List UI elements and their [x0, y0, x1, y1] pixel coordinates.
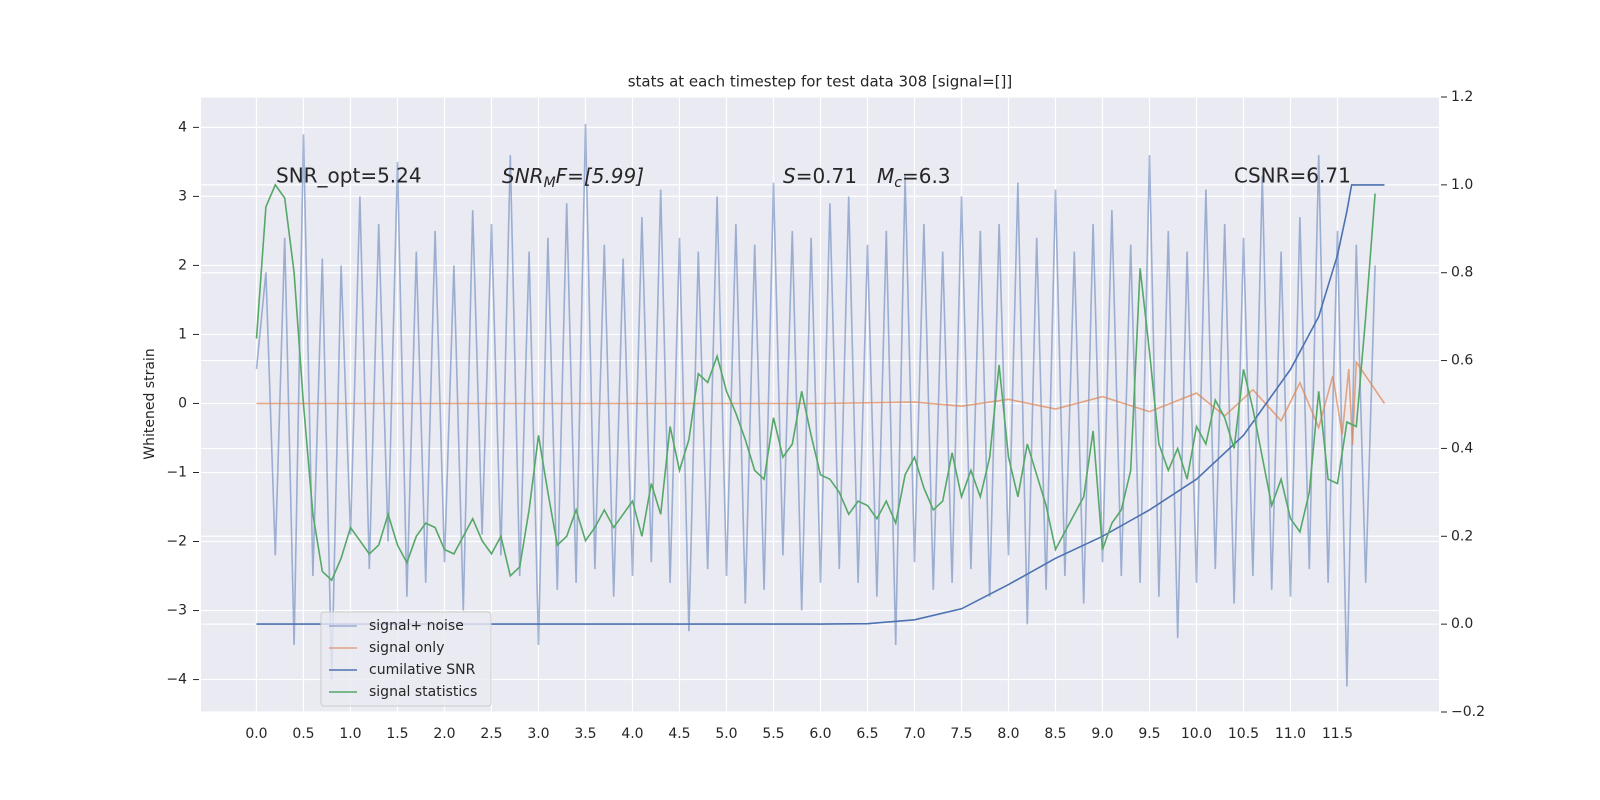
y-tick-label: −4: [166, 672, 187, 688]
y2-tick-label: 0.4: [1451, 440, 1473, 456]
legend-label: cumilative SNR: [369, 662, 476, 678]
x-tick-label: 1.0: [339, 726, 361, 742]
annotation: CSNR=6.71: [1234, 164, 1351, 188]
x-tick-label: 0.5: [292, 726, 314, 742]
annotation-part: M: [544, 175, 556, 191]
annotation-part: S: [783, 164, 796, 188]
x-tick-label: 4.0: [621, 726, 643, 742]
y-axis-label: Whitened strain: [142, 348, 158, 459]
x-tick-label: 7.5: [950, 726, 972, 742]
legend-box: [320, 611, 492, 707]
x-tick-label: 2.5: [480, 726, 502, 742]
x-tick-label: 10.0: [1181, 726, 1212, 742]
annotation-part: F=[5.99]: [556, 164, 644, 188]
y-tick-label: −1: [166, 464, 187, 480]
y2-tick-label: −0.2: [1451, 704, 1485, 720]
x-tick-label: 10.5: [1228, 726, 1259, 742]
y2-tick-label: 0.0: [1451, 616, 1473, 632]
x-tick-label: 1.5: [386, 726, 408, 742]
x-tick-label: 0.0: [245, 726, 267, 742]
y-tick-label: 1: [178, 326, 187, 342]
annotation-part: M: [877, 164, 894, 188]
y2-tick-label: 1.0: [1451, 177, 1473, 193]
y-tick-label: −2: [166, 534, 187, 550]
x-tick-label: 6.0: [809, 726, 831, 742]
x-tick-label: 8.5: [1044, 726, 1066, 742]
series-line: [256, 184, 1385, 625]
y2-tick-label: 0.2: [1451, 528, 1473, 544]
y-tick-label: 2: [178, 257, 187, 273]
legend-label: signal statistics: [369, 684, 477, 700]
chart-title: stats at each timestep for test data 308…: [628, 73, 1013, 91]
x-tick-label: 5.0: [715, 726, 737, 742]
x-tick-label: 9.5: [1138, 726, 1160, 742]
y-tick-label: −3: [166, 603, 187, 619]
annotation: S=0.71: [783, 164, 857, 188]
x-tick-label: 5.5: [762, 726, 784, 742]
x-tick-label: 9.0: [1091, 726, 1113, 742]
x-tick-label: 3.5: [574, 726, 596, 742]
y-tick-label: 4: [178, 119, 187, 135]
series-line: [255, 183, 1376, 582]
annotation-part: =6.3: [902, 164, 951, 188]
annotation-part: =0.71: [796, 164, 857, 188]
annotation-part: SNR: [502, 164, 544, 188]
x-tick-label: 2.0: [433, 726, 455, 742]
annotation-part: c: [894, 175, 902, 191]
legend-label: signal+ noise: [369, 618, 464, 634]
annotation: SNR_opt=5.24: [276, 164, 422, 188]
series-line: [256, 359, 1386, 445]
y-tick-label: 0: [178, 395, 187, 411]
y-tick-label: 3: [178, 188, 187, 204]
x-tick-label: 7.0: [903, 726, 925, 742]
x-tick-label: 3.0: [527, 726, 549, 742]
annotation: SNRMF=[5.99]: [502, 164, 644, 192]
annotation: Mc=6.3: [877, 164, 951, 192]
x-tick-label: 8.0: [997, 726, 1019, 742]
y2-tick-label: 1.2: [1451, 89, 1473, 105]
x-tick-label: 11.0: [1275, 726, 1306, 742]
legend-label: signal only: [369, 640, 444, 656]
series-line: [255, 123, 1376, 687]
x-tick-label: 6.5: [856, 726, 878, 742]
y2-tick-label: 0.6: [1451, 353, 1473, 369]
y2-tick-label: 0.8: [1451, 265, 1473, 281]
x-tick-label: 4.5: [668, 726, 690, 742]
x-tick-label: 11.5: [1322, 726, 1353, 742]
